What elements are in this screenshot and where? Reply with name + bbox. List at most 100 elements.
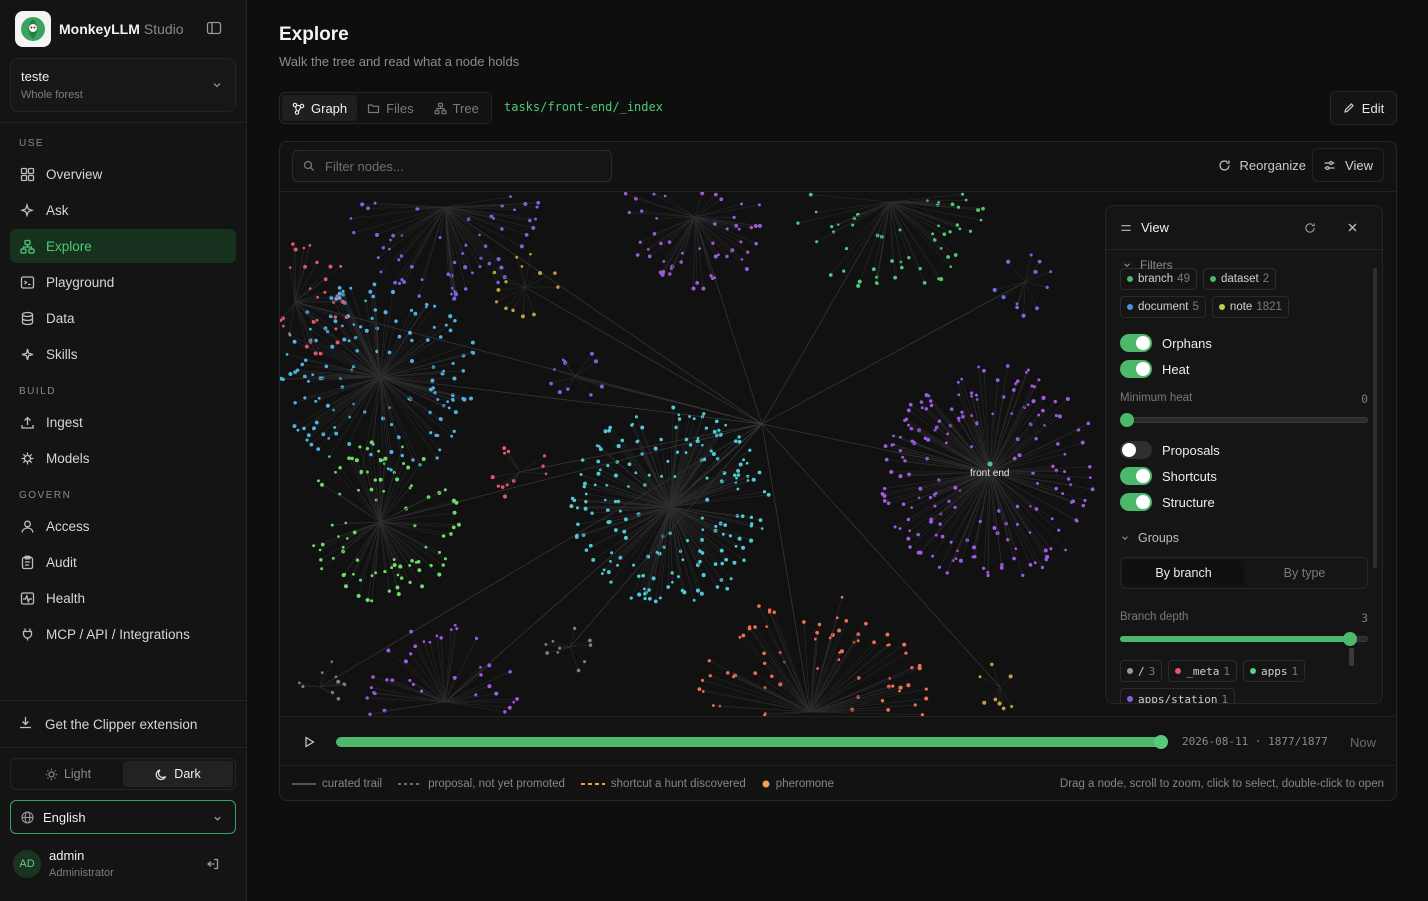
timeline-thumb[interactable] <box>1154 735 1168 749</box>
legend-proposal: proposal, not yet promoted <box>398 778 565 790</box>
language-select[interactable]: English <box>10 800 236 834</box>
current-path[interactable]: tasks/front-end/_index <box>504 100 663 114</box>
chip-count: 1 <box>1221 692 1229 704</box>
nav-ask[interactable]: Ask <box>10 193 236 227</box>
nav-label: Skills <box>46 346 78 362</box>
timeline-track[interactable] <box>336 735 1168 749</box>
branch-depth-slider[interactable] <box>1120 632 1368 646</box>
dot-icon <box>1127 304 1133 310</box>
nav-audit[interactable]: Audit <box>10 545 236 579</box>
nav-health[interactable]: Health <box>10 581 236 615</box>
filters-header[interactable]: Filters <box>1122 258 1173 272</box>
group-by-type[interactable]: By type <box>1283 566 1326 580</box>
filter-input[interactable]: Filter nodes... <box>292 150 612 182</box>
chip-label: / <box>1138 664 1145 678</box>
type-chip[interactable]: branch 49 <box>1120 268 1197 290</box>
nav-skills[interactable]: Skills <box>10 337 236 371</box>
branch-chip[interactable]: /3 <box>1120 660 1163 682</box>
sidebar: MonkeyLLM Studio teste Whole forest USE … <box>0 0 247 901</box>
forest-selector[interactable]: teste Whole forest <box>10 58 236 112</box>
groups-header[interactable]: Groups <box>1120 531 1368 545</box>
user-icon <box>19 518 35 534</box>
min-heat-label: Minimum heat 0 <box>1120 392 1368 406</box>
view-panel-title: View <box>1141 220 1169 235</box>
database-icon <box>19 310 35 326</box>
nav-playground[interactable]: Playground <box>10 265 236 299</box>
dot-icon <box>762 780 770 788</box>
nav-explore[interactable]: Explore <box>10 229 236 263</box>
theme-light-button[interactable]: Light <box>13 761 123 787</box>
nav-integrations[interactable]: MCP / API / Integrations <box>10 617 236 651</box>
reorganize-button[interactable]: Reorganize <box>1218 158 1306 173</box>
slider-thumb[interactable] <box>1343 632 1357 646</box>
min-heat-text: Minimum heat <box>1120 392 1193 404</box>
type-chip[interactable]: note 1821 <box>1211 296 1289 318</box>
chip-label: document <box>1138 301 1189 313</box>
nav-data[interactable]: Data <box>10 301 236 335</box>
timeline-now-button[interactable]: Now <box>1349 735 1376 750</box>
filters-label: Filters <box>1140 258 1173 272</box>
nav-access[interactable]: Access <box>10 509 236 543</box>
chips-scrollbar[interactable] <box>1349 648 1354 666</box>
sidebar-toggle-icon[interactable] <box>206 20 222 36</box>
group-by-branch[interactable]: By branch <box>1123 560 1244 586</box>
graph-icon <box>292 102 305 115</box>
min-heat-value: 0 <box>1361 392 1368 406</box>
timeline-readout: 2026-08-11 · 1877/1877 <box>1182 735 1328 748</box>
clipper-label: Get the Clipper extension <box>45 716 198 732</box>
min-heat-slider[interactable] <box>1120 413 1368 427</box>
toggle-switch[interactable] <box>1120 493 1152 511</box>
theme-dark-button[interactable]: Dark <box>123 761 233 787</box>
legend-pheromone: pheromone <box>762 778 834 790</box>
edit-label: Edit <box>1361 100 1385 116</box>
groups-label: Groups <box>1138 531 1179 545</box>
nav-label: Explore <box>46 238 92 254</box>
logout-icon[interactable] <box>206 857 220 871</box>
chip-label: apps/station <box>1138 692 1218 704</box>
type-chip[interactable]: dataset 2 <box>1202 268 1277 290</box>
close-icon[interactable] <box>1347 222 1358 233</box>
timeline: 2026-08-11 · 1877/1877 Now <box>280 716 1396 766</box>
forest-title: teste <box>21 69 50 84</box>
toggle-switch[interactable] <box>1120 360 1152 378</box>
scrollbar[interactable] <box>1373 268 1377 568</box>
tab-graph[interactable]: Graph <box>282 95 358 121</box>
focus-node[interactable] <box>987 461 993 467</box>
toggle-switch[interactable] <box>1120 334 1152 352</box>
nav-models[interactable]: Models <box>10 441 236 475</box>
tree-icon <box>19 238 35 254</box>
chevron-down-icon <box>1122 536 1128 541</box>
globe-icon <box>21 810 34 824</box>
nav-label: Ingest <box>46 414 83 430</box>
toggle-label: Orphans <box>1162 335 1212 351</box>
download-icon <box>18 715 33 733</box>
star-icon <box>19 346 35 362</box>
tab-tree[interactable]: Tree <box>424 95 489 121</box>
slider-thumb[interactable] <box>1120 413 1134 427</box>
toggle-switch[interactable] <box>1120 441 1152 459</box>
nav-overview[interactable]: Overview <box>10 157 236 191</box>
nav-label: Access <box>46 518 90 534</box>
type-chips: branch 49 dataset 2 document 5 note 1821 <box>1120 268 1368 324</box>
clipper-link[interactable]: Get the Clipper extension <box>0 700 246 748</box>
chip-icon <box>19 450 35 466</box>
nav-ingest[interactable]: Ingest <box>10 405 236 439</box>
chip-label: apps <box>1261 664 1288 678</box>
theme-switch: Light Dark <box>10 758 236 790</box>
page-title: Explore <box>279 24 349 45</box>
sliders-icon <box>1324 160 1335 170</box>
edit-button[interactable]: Edit <box>1330 91 1397 125</box>
tab-files[interactable]: Files <box>357 95 423 121</box>
focus-node-label[interactable]: front end <box>970 468 1009 479</box>
nav-label: Overview <box>46 166 103 182</box>
type-chip[interactable]: document 5 <box>1120 296 1206 318</box>
reset-icon[interactable] <box>1304 222 1316 234</box>
play-icon[interactable] <box>304 736 315 748</box>
nav-label: Ask <box>46 202 69 218</box>
toggle-switch[interactable] <box>1120 467 1152 485</box>
view-button[interactable]: View <box>1312 148 1384 182</box>
branch-chip[interactable]: apps 1 <box>1243 660 1306 682</box>
terminal-icon <box>19 274 35 290</box>
branch-chip[interactable]: apps/station 1 <box>1120 688 1236 704</box>
branch-chip[interactable]: _meta 1 <box>1168 660 1237 682</box>
